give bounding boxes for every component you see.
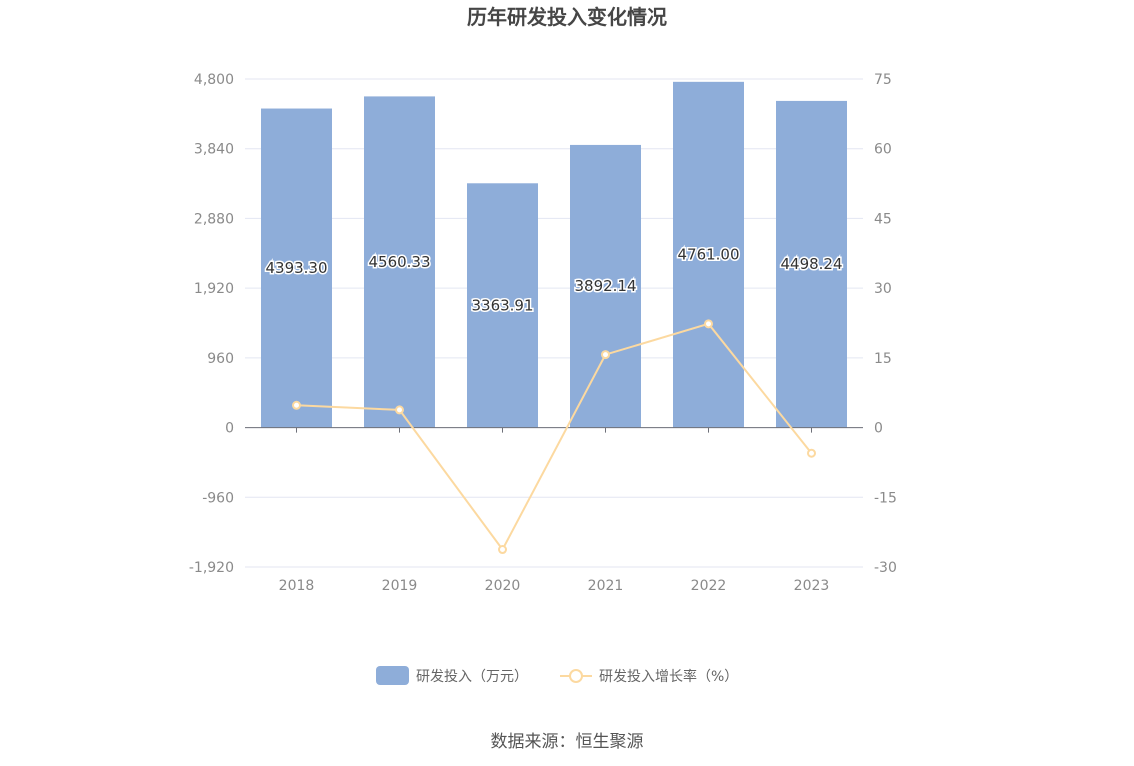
bar bbox=[261, 108, 332, 428]
line-point bbox=[395, 405, 404, 415]
bar bbox=[776, 100, 847, 428]
bar-series bbox=[261, 81, 847, 428]
chart-title: 历年研发投入变化情况 bbox=[467, 5, 667, 29]
legend-bar-swatch bbox=[376, 666, 409, 685]
y-right-tick-label: 0 bbox=[874, 421, 883, 437]
growth-line bbox=[296, 322, 813, 552]
x-tick-label: 2023 bbox=[794, 578, 830, 594]
x-tick-label: 2021 bbox=[588, 578, 624, 594]
bar-data-label: 3363.91 bbox=[471, 296, 533, 314]
y-right-tick-label: 15 bbox=[874, 351, 892, 367]
bar bbox=[570, 144, 641, 428]
bar bbox=[467, 183, 538, 428]
x-tick-label: 2022 bbox=[691, 578, 727, 594]
bar bbox=[364, 96, 435, 428]
legend-bar-label: 研发投入（万元） bbox=[416, 669, 528, 685]
y-left-tick-label: 3,840 bbox=[194, 142, 234, 158]
y-left-tick-label: -1,920 bbox=[189, 560, 234, 576]
y-left-tick-label: 1,920 bbox=[194, 281, 234, 297]
x-tick-label: 2018 bbox=[279, 578, 315, 594]
data-source: 数据来源：恒生聚源 bbox=[491, 732, 644, 752]
legend-line-marker bbox=[569, 669, 583, 683]
bar-labels: 4393.30 4560.33 3363.91 3892.14 4761.00 4498.… bbox=[264, 244, 844, 316]
y-right-tick-label: 75 bbox=[874, 72, 892, 88]
y-right-tick-label: -15 bbox=[874, 490, 897, 506]
bar-data-label: 4761.00 bbox=[677, 246, 739, 264]
line-point bbox=[292, 400, 301, 410]
bar-data-label: 3892.14 bbox=[574, 277, 636, 295]
y-left-tick-label: 960 bbox=[207, 351, 234, 367]
y-right-tick-label: 30 bbox=[874, 281, 892, 297]
y-axis-left: 4,800 3,840 2,880 1,920 960 0 -960 -1,920 bbox=[189, 72, 234, 576]
line-point bbox=[498, 545, 507, 555]
bar-data-label: 4560.33 bbox=[368, 253, 430, 271]
y-right-tick-label: 45 bbox=[874, 211, 892, 227]
y-left-tick-label: 2,880 bbox=[194, 211, 234, 227]
x-axis: 2018 2019 2020 2021 2022 2023 bbox=[245, 427, 863, 594]
x-tick-label: 2019 bbox=[382, 578, 418, 594]
line-point bbox=[601, 350, 610, 360]
legend-line-label: 研发投入增长率（%） bbox=[599, 668, 738, 685]
y-left-tick-label: -960 bbox=[202, 490, 234, 506]
line-point bbox=[807, 448, 816, 458]
line-point bbox=[704, 319, 713, 329]
bar-data-label: 4498.24 bbox=[780, 255, 842, 273]
y-right-tick-label: 60 bbox=[874, 142, 892, 158]
legend: 研发投入（万元） 研发投入增长率（%） bbox=[376, 666, 738, 685]
x-tick-label: 2020 bbox=[485, 578, 521, 594]
bar bbox=[673, 81, 744, 428]
line-series bbox=[292, 319, 816, 555]
y-axis-right: 75 60 45 30 15 0 -15 -30 bbox=[874, 72, 897, 576]
bar-data-label: 4393.30 bbox=[265, 259, 327, 277]
y-left-tick-label: 4,800 bbox=[194, 72, 234, 88]
grid bbox=[245, 78, 863, 568]
y-left-tick-label: 0 bbox=[225, 421, 234, 437]
y-right-tick-label: -30 bbox=[874, 560, 897, 576]
